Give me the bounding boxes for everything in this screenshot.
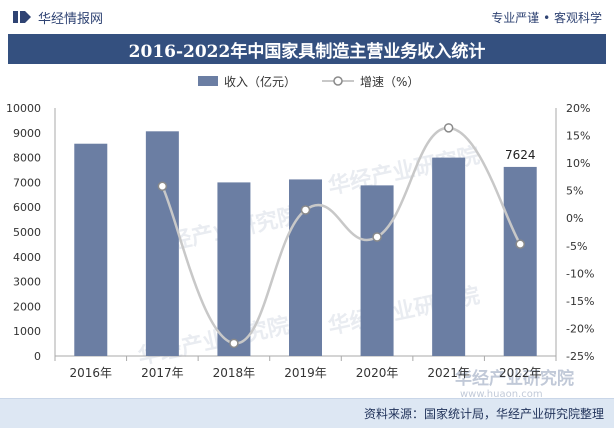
line-point xyxy=(157,181,168,192)
data-label: 7624 xyxy=(505,148,536,162)
brand-logo-icon xyxy=(13,11,31,23)
y-right-tick-label: 10% xyxy=(566,157,590,170)
brand-name: 华经情报网 xyxy=(38,11,104,27)
legend-label-bar: 收入（亿元） xyxy=(224,74,296,89)
x-tick-label: 2017年 xyxy=(141,366,184,380)
line-point xyxy=(372,232,382,242)
line-point xyxy=(229,338,239,349)
y-right-tick-label: 20% xyxy=(566,102,590,115)
legend-swatch-bar xyxy=(198,76,218,86)
y-left-tick-label: 3000 xyxy=(13,276,41,289)
y-left-tick-label: 10000 xyxy=(6,102,41,115)
y-left-tick-label: 4000 xyxy=(13,251,41,264)
source-text: 资料来源：国家统计局，华经产业研究院整理 xyxy=(363,407,604,421)
y-right-tick-label: 0% xyxy=(566,212,583,225)
legend-label-line: 增速（%） xyxy=(360,75,419,89)
y-left-tick-label: 1000 xyxy=(13,325,41,338)
brand: 华经情报网 xyxy=(12,8,104,27)
y-right-tick-label: -10% xyxy=(566,267,594,280)
x-tick-label: 2018年 xyxy=(213,366,256,380)
watermark-brand: 华经产业研究院 xyxy=(455,368,574,389)
line-point xyxy=(515,239,525,249)
chart-title: 2016-2022年中国家具制造主营业务收入统计 xyxy=(128,41,486,62)
top-bar: 华经情报网 专业严谨 • 客观科学 xyxy=(0,0,614,34)
x-tick-label: 2019年 xyxy=(284,366,327,380)
bar xyxy=(503,166,537,356)
legend-marker-swatch xyxy=(333,76,343,86)
bar xyxy=(217,182,251,356)
series-line-growth xyxy=(161,126,522,345)
x-tick-label: 2022年 xyxy=(499,366,542,380)
y-right-tick-label: -5% xyxy=(566,240,587,253)
x-tick-label: 2021年 xyxy=(427,366,470,380)
slogan: 专业严谨 • 客观科学 xyxy=(491,11,602,25)
y-right-tick-label: 5% xyxy=(566,185,583,198)
x-tick-label: 2016年 xyxy=(70,366,113,380)
y-left-tick-label: 7000 xyxy=(13,176,41,189)
bar xyxy=(432,157,466,356)
y-left-tick-label: 2000 xyxy=(13,300,41,313)
line-point xyxy=(443,123,454,133)
x-tick-label: 2020年 xyxy=(356,366,399,380)
chart: 华经产业研究院华经产业研究院华经产业研究院华经产业研究院华经产业研究院www.h… xyxy=(6,74,594,398)
watermark-url: www.huaon.com xyxy=(460,389,543,398)
title-bar: 2016-2022年中国家具制造主营业务收入统计 xyxy=(8,34,606,64)
y-right-tick-label: 15% xyxy=(566,130,590,143)
bar xyxy=(74,143,108,356)
y-left-tick-label: 9000 xyxy=(13,127,41,140)
line-point xyxy=(300,205,311,215)
y-left-tick-label: 0 xyxy=(34,350,41,363)
bar xyxy=(360,185,394,356)
y-left-tick-label: 5000 xyxy=(13,226,41,239)
bar xyxy=(145,131,179,356)
y-left-tick-label: 6000 xyxy=(13,201,41,214)
y-right-tick-label: -15% xyxy=(566,295,594,308)
y-right-tick-label: -25% xyxy=(566,350,594,363)
y-left-tick-label: 8000 xyxy=(13,152,41,165)
source-bar: 资料来源：国家统计局，华经产业研究院整理 xyxy=(0,398,614,428)
y-right-tick-label: -20% xyxy=(566,322,594,335)
